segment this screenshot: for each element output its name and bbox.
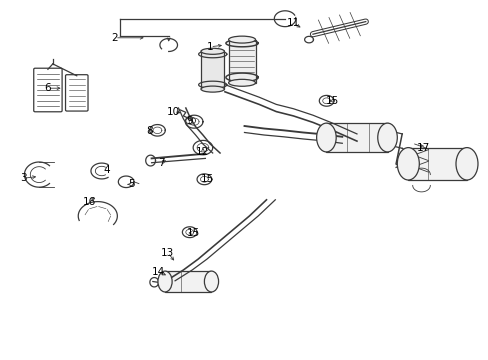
Text: 10: 10 bbox=[167, 107, 180, 117]
Text: 1: 1 bbox=[206, 42, 213, 52]
Bar bbox=[407, 148, 466, 180]
Ellipse shape bbox=[204, 271, 218, 292]
Bar bbox=[228, 40, 255, 83]
Text: 5: 5 bbox=[127, 179, 134, 189]
Text: 16: 16 bbox=[82, 197, 96, 207]
Text: 7: 7 bbox=[158, 158, 164, 168]
Bar bbox=[326, 123, 386, 152]
Ellipse shape bbox=[201, 48, 224, 54]
Bar bbox=[165, 271, 211, 292]
Text: 12: 12 bbox=[196, 147, 209, 157]
Text: 17: 17 bbox=[415, 143, 429, 153]
Text: 15: 15 bbox=[325, 96, 339, 106]
Text: 3: 3 bbox=[20, 173, 27, 183]
Text: 8: 8 bbox=[145, 126, 152, 136]
Ellipse shape bbox=[377, 123, 396, 152]
Ellipse shape bbox=[228, 79, 255, 86]
Bar bbox=[201, 51, 224, 89]
Text: 9: 9 bbox=[186, 116, 193, 126]
FancyBboxPatch shape bbox=[65, 75, 88, 111]
Text: 2: 2 bbox=[111, 33, 118, 43]
Ellipse shape bbox=[316, 123, 336, 152]
Text: 14: 14 bbox=[152, 267, 165, 277]
Ellipse shape bbox=[228, 36, 255, 43]
Ellipse shape bbox=[455, 148, 477, 180]
FancyBboxPatch shape bbox=[34, 68, 62, 112]
Ellipse shape bbox=[201, 86, 224, 92]
Text: 4: 4 bbox=[103, 165, 110, 175]
Text: 15: 15 bbox=[201, 174, 214, 184]
Text: 11: 11 bbox=[286, 18, 300, 28]
Text: 13: 13 bbox=[161, 248, 174, 258]
Ellipse shape bbox=[396, 148, 418, 180]
Text: 6: 6 bbox=[44, 83, 51, 93]
Ellipse shape bbox=[158, 271, 172, 292]
Text: 15: 15 bbox=[186, 228, 200, 238]
